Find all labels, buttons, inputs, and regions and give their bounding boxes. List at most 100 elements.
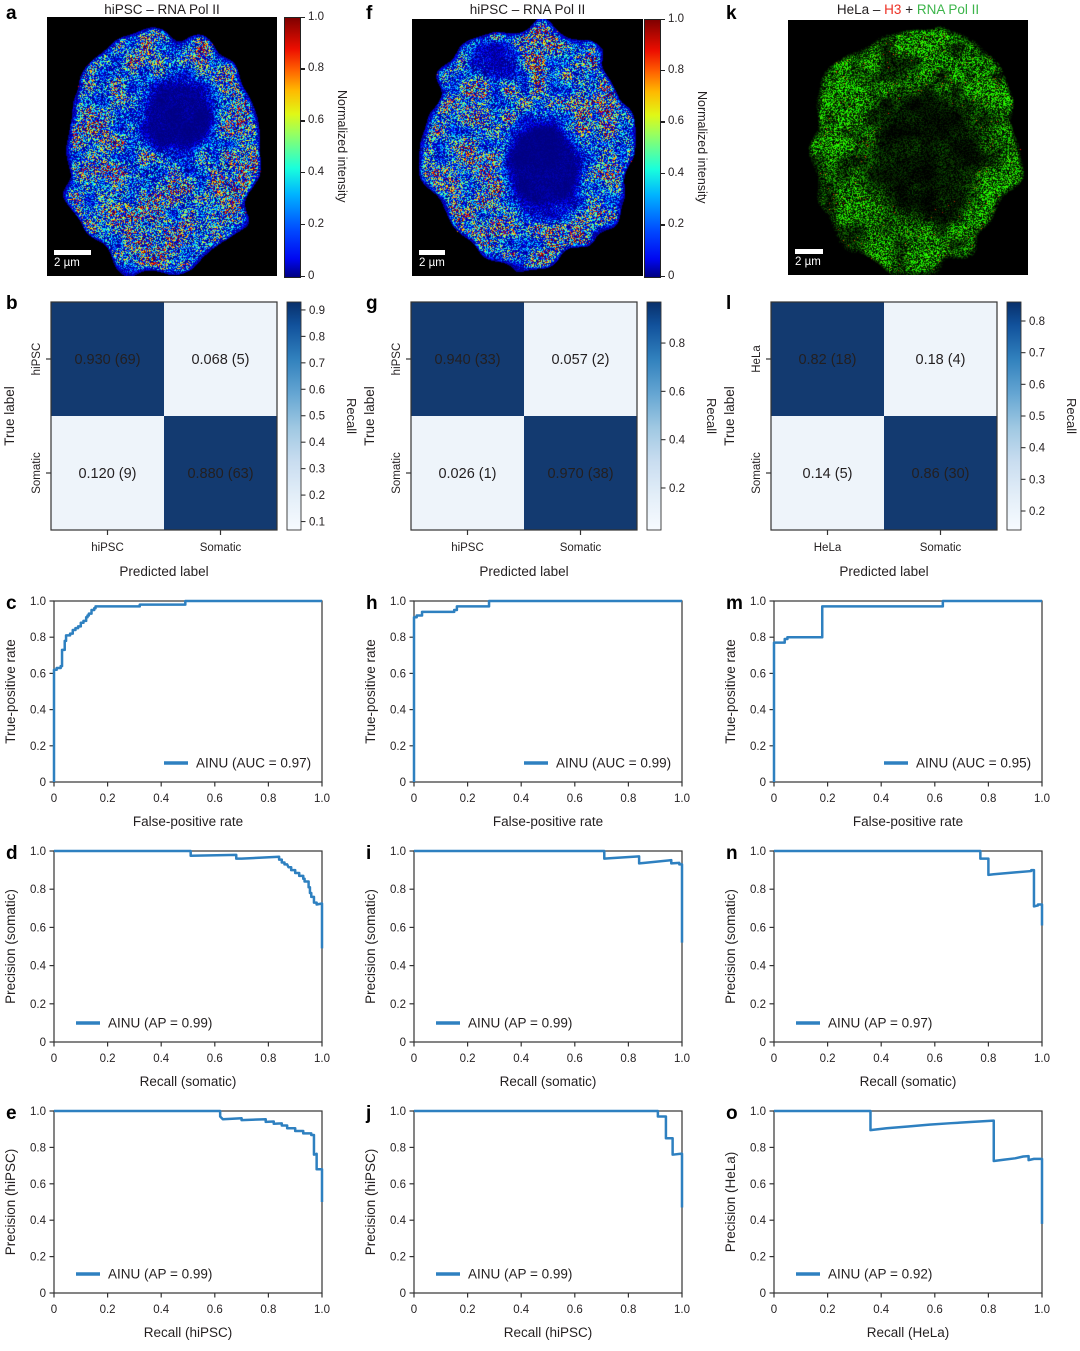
colorbar-tick-label: 0.2	[308, 217, 324, 230]
legend-label: AINU (AP = 0.99)	[108, 1016, 212, 1031]
y-tick-label: 0.8	[30, 632, 46, 644]
panel-n-content: 0 0 0.2 0.2 0.4 0.4 0.6 0.6 0.8 0.8 1.0 1.0 Recall (…	[720, 840, 1080, 1100]
panel-i-content: 0 0 0.2 0.2 0.4 0.4 0.6 0.6 0.8 0.8 1.0 1.0 Recall (…	[360, 840, 720, 1100]
row-label: Somatic	[391, 452, 403, 494]
colorbar-tick-label: 0.6	[1029, 379, 1045, 391]
curve	[414, 849, 684, 943]
y-tick-label: 0.2	[30, 741, 46, 753]
y-tick-label: 0.8	[390, 632, 406, 644]
x-tick-label: 0.4	[513, 1304, 530, 1316]
confusion-matrix-b: 0.930 (69) 0.068 (5) 0.120 (9) 0.880 (63) hi…	[2, 301, 359, 579]
x-tick-label: 0.6	[567, 793, 583, 805]
cm-cell	[411, 302, 524, 416]
pr-chart-o: 00 0.2 0.2 0.4 0.4 0.6 0.6 0.8 0.8 1.0 1.0 Recall (…	[723, 1106, 1050, 1340]
x-axis-label: False-positive rate	[853, 814, 963, 829]
y-tick-label: 0.6	[30, 922, 46, 934]
y-tick-label: 0.6	[750, 668, 766, 680]
col-label: Somatic	[560, 542, 602, 554]
legend-label: AINU (AUC = 0.95)	[916, 756, 1031, 771]
y-tick-label: 0.2	[30, 999, 46, 1011]
x-tick-label: 1.0	[314, 1304, 330, 1316]
y-tick-label: 0.2	[750, 999, 766, 1011]
panel-letter-a: a	[6, 3, 17, 24]
y-tick-label: 0.4	[30, 1215, 47, 1227]
cm-cell	[884, 302, 997, 416]
legend-label: AINU (AP = 0.99)	[468, 1016, 572, 1031]
colorbar-tick	[660, 172, 665, 175]
panel-g-content: 0.940 (33) 0.057 (2) 0.026 (1) 0.970 (38) hi…	[360, 290, 720, 590]
legend-label: AINU (AUC = 0.99)	[556, 756, 671, 771]
x-tick-label: 1.0	[674, 1053, 690, 1065]
panel-l: l 0.82 (18) 0.18 (4) 0.14 (5) 0.86 (30) HeLa…	[720, 290, 1080, 590]
x-tick-label: 0	[771, 1053, 777, 1065]
row-label: hiPSC	[31, 343, 43, 376]
panel-f: f hiPSC – RNA Pol II 2 µm 1.0 0.8 0.6 0.4 0.2 0…	[360, 0, 720, 290]
y-tick-label: 0.2	[390, 741, 406, 753]
y-tick-label: 1.0	[390, 846, 406, 858]
cm-cell-value: 0.930 (69)	[74, 352, 140, 368]
x-axis-label: Recall (somatic)	[860, 1074, 957, 1089]
x-tick-label: 0.2	[100, 1304, 116, 1316]
colorbar-tick-label: 0.7	[309, 358, 325, 370]
x-tick-label: 1.0	[674, 793, 690, 805]
x-tick-label: 0.4	[153, 1053, 170, 1065]
colorbar-tick-label: 0.4	[309, 437, 326, 449]
row-label: hiPSC	[391, 343, 403, 376]
colorbar-tick-label: 0.1	[309, 517, 325, 529]
x-tick-label: 0	[51, 793, 57, 805]
colorbar-tick-label: 0.4	[1029, 443, 1046, 455]
y-tick-label: 0.6	[30, 1179, 46, 1191]
panel-k-content: HeLa – H3 + RNA Pol II 2 µm	[720, 0, 1080, 290]
scale-bar-label: 2 µm	[419, 257, 445, 269]
y-tick-label: 0	[400, 1288, 406, 1300]
x-tick-label: 0.8	[980, 1304, 996, 1316]
microscopy-image-k	[788, 20, 1028, 275]
x-tick-label: 0.6	[927, 1053, 943, 1065]
x-tick-label: 1.0	[674, 1304, 690, 1316]
cm-cell	[524, 302, 637, 416]
colorbar-tick-label: 1.0	[668, 12, 684, 25]
pr-chart-i: 00 0.2 0.2 0.4 0.4 0.6 0.6 0.8 0.8 1.0 1.0 Recall (…	[363, 846, 690, 1089]
y-tick-label: 0.8	[750, 884, 766, 896]
colorbar-tick	[660, 69, 665, 72]
colorbar-tick-label: 0.4	[668, 166, 684, 179]
y-tick-label: 0	[40, 1037, 46, 1049]
x-axis-label: Recall (somatic)	[500, 1074, 597, 1089]
col-label: hiPSC	[91, 542, 124, 554]
y-tick-label: 0.8	[390, 884, 406, 896]
cm-cell-value: 0.120 (9)	[78, 466, 136, 482]
cm-cell	[51, 302, 164, 416]
microscopy-image-a	[47, 17, 277, 276]
matrix-frame	[50, 301, 278, 531]
y-tick-label: 0.6	[750, 1179, 766, 1191]
cm-cell-value: 0.026 (1)	[438, 466, 496, 482]
y-tick-label: 0.4	[390, 705, 407, 717]
x-axis-label: False-positive rate	[493, 814, 603, 829]
y-tick-label: 1.0	[750, 846, 766, 858]
panel-n: n 0 0 0.2 0.2 0.4 0.4 0.6 0.6 0.8 0.8 1.0 1.0 Recall…	[720, 840, 1080, 1100]
image-title-part: H3	[884, 2, 902, 17]
colorbar	[286, 301, 302, 531]
colorbar-tick-label: 0.8	[668, 63, 684, 76]
y-tick-label: 0.4	[750, 705, 767, 717]
y-tick-label: 0.2	[390, 1252, 406, 1264]
cm-cell-value: 0.940 (33)	[434, 352, 500, 368]
x-tick-label: 0	[51, 1053, 57, 1065]
colorbar-label: Recall	[344, 398, 359, 434]
y-tick-label: 0.2	[390, 999, 406, 1011]
colorbar-tick	[300, 223, 305, 226]
legend-label: AINU (AP = 0.92)	[828, 1267, 932, 1282]
legend-label: AINU (AP = 0.97)	[828, 1016, 932, 1031]
panel-letter-g: g	[366, 293, 378, 314]
y-tick-label: 0.4	[750, 1215, 767, 1227]
colorbar-title: Normalized intensity	[695, 19, 709, 276]
x-tick-label: 0.2	[460, 793, 476, 805]
y-tick-label: 1.0	[750, 1106, 766, 1118]
x-tick-label: 0.2	[820, 793, 836, 805]
pr-chart-n: 00 0.2 0.2 0.4 0.4 0.6 0.6 0.8 0.8 1.0 1.0 Recall (…	[723, 846, 1050, 1089]
x-tick-label: 0.6	[207, 1304, 223, 1316]
panel-d: d 0 0 0.2 0.2 0.4 0.4 0.6 0.6 0.8 0.8 1.0 1.0 Recall…	[0, 840, 360, 1100]
col-label: Somatic	[920, 542, 962, 554]
y-axis-label: Precision (somatic)	[723, 889, 738, 1004]
x-tick-label: 0.8	[260, 1053, 276, 1065]
